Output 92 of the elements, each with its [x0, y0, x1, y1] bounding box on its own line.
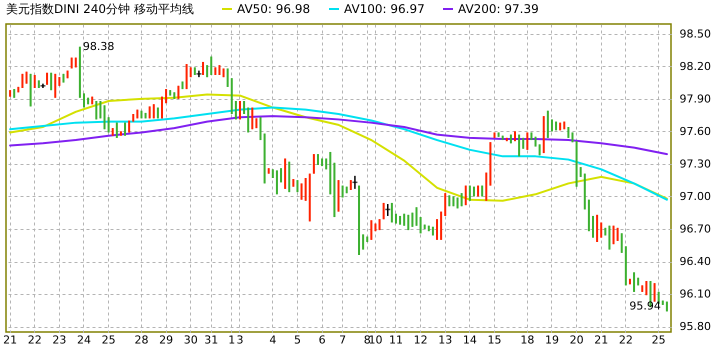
candlestick — [108, 116, 110, 134]
legend-label: AV200: 97.39 — [458, 2, 539, 16]
candlestick — [234, 100, 237, 120]
x-tick-label: 7 — [339, 334, 346, 346]
x-tick-label: 4 — [269, 334, 276, 346]
candlestick — [243, 100, 246, 115]
y-tick-label: 98.50 — [680, 27, 711, 40]
candlestick — [645, 280, 648, 296]
candlestick — [472, 186, 475, 198]
legend-label: AV100: 96.97 — [344, 2, 425, 16]
candlestick — [616, 227, 619, 242]
candlestick — [226, 68, 229, 88]
y-tick-label: 97.30 — [680, 157, 711, 170]
candlestick — [124, 122, 126, 136]
x-tick-label: 21 — [594, 334, 608, 346]
x-tick-label: 12 — [414, 334, 428, 346]
y-tick-label: 98.20 — [680, 60, 711, 73]
candlestick — [280, 167, 282, 184]
x-tick-label: 24 — [76, 334, 91, 346]
candlestick — [370, 220, 372, 241]
y-tick-label: 97.00 — [680, 190, 711, 203]
candlestick — [390, 202, 393, 224]
x-tick-label: 25 — [652, 334, 666, 346]
x-tick-label: 14 — [462, 334, 477, 346]
x-tick-label: 3 — [236, 334, 244, 346]
line-series — [9, 115, 668, 156]
x-tick-label: 22 — [28, 334, 42, 346]
annotation: 95.94 — [629, 299, 661, 312]
candlestick — [654, 282, 656, 302]
candlestick — [251, 106, 254, 130]
x-tick-label: 5 — [294, 334, 301, 346]
candlestick — [99, 100, 102, 120]
x-tick-label: 13 — [438, 334, 452, 346]
candlestick — [477, 184, 480, 198]
candlestick — [152, 104, 155, 120]
x-tick-label: 8 — [364, 334, 371, 346]
x-tick-label: 22 — [618, 334, 633, 346]
y-tick-label: 97.90 — [680, 92, 711, 106]
candlestick — [411, 212, 414, 228]
x-tick-label: 19 — [544, 334, 559, 346]
candlestick — [580, 166, 582, 178]
candlestick — [276, 170, 278, 196]
candlestick — [468, 184, 471, 202]
x-tick-label: 1 — [228, 334, 236, 346]
y-tick-label: 97.60 — [680, 124, 711, 138]
x-tick-label: 10 — [368, 334, 382, 346]
x-tick-label: 6 — [318, 334, 326, 346]
candlestick — [350, 179, 352, 191]
y-tick-label: 96.70 — [680, 222, 711, 236]
x-tick-label: 21 — [3, 334, 18, 346]
candlestick — [666, 300, 668, 312]
candlestick — [34, 74, 36, 89]
x-tick-label: 15 — [487, 334, 502, 346]
x-tick-label: 25 — [102, 334, 116, 346]
candlestick — [460, 192, 463, 207]
candlestick — [165, 88, 168, 104]
x-tick-label: 20 — [570, 334, 584, 346]
x-tick-label: 23 — [52, 334, 66, 346]
candlestick — [456, 196, 459, 210]
candlestick — [70, 56, 73, 70]
x-tick-label: 30 — [184, 334, 198, 346]
annotation: 98.38 — [82, 40, 114, 53]
y-tick-label: 96.40 — [680, 255, 711, 268]
candlestick — [420, 216, 422, 234]
candlestick — [202, 61, 204, 76]
candlestick — [74, 56, 77, 68]
x-tick-label: 11 — [388, 334, 403, 346]
candlestick — [218, 64, 220, 76]
y-tick-label: 95.80 — [680, 320, 711, 334]
candlestick — [156, 106, 159, 120]
candlestick — [312, 153, 315, 174]
x-tick-label: 28 — [134, 334, 148, 346]
x-tick-label: 18 — [520, 334, 534, 346]
candlestick — [608, 224, 610, 250]
y-tick-label: 96.10 — [680, 288, 711, 301]
candlestick — [481, 184, 484, 198]
x-tick-label: 29 — [159, 334, 174, 346]
candlestick — [612, 224, 615, 245]
candlestick — [526, 132, 528, 151]
candlestick — [316, 153, 319, 166]
x-tick-label: 31 — [204, 334, 218, 346]
candlestick — [304, 177, 307, 202]
candlestick — [567, 126, 570, 139]
chart-title: 美元指数DINI 240分钟 移动平均线 — [6, 2, 194, 16]
candlestick — [21, 73, 24, 89]
candlestick — [128, 120, 130, 134]
candlestick — [633, 272, 636, 293]
candlestick — [518, 134, 520, 158]
candlestick — [95, 100, 98, 120]
legend-label: AV50: 96.98 — [237, 2, 310, 16]
candlestick — [177, 85, 180, 100]
candlestick — [116, 122, 118, 139]
